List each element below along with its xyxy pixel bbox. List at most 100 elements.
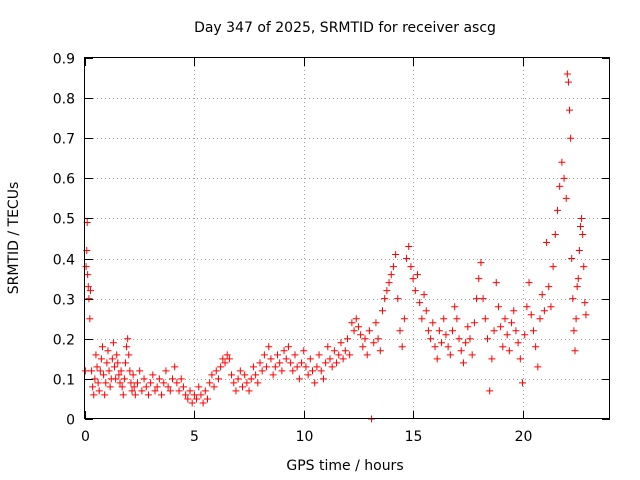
data-point — [155, 375, 163, 383]
data-point — [319, 375, 327, 383]
data-point — [510, 307, 518, 315]
data-point — [295, 375, 303, 383]
data-point — [81, 367, 89, 375]
data-point — [490, 327, 498, 335]
y-tick-label: 0.1 — [53, 373, 75, 389]
data-point — [479, 295, 487, 303]
data-point — [302, 363, 310, 371]
data-point — [234, 375, 242, 383]
data-point — [459, 359, 467, 367]
data-point — [267, 355, 275, 363]
data-point — [106, 383, 114, 391]
data-point — [221, 359, 229, 367]
data-point — [578, 214, 586, 222]
data-point — [573, 283, 581, 291]
y-tick-label: 0.4 — [53, 253, 75, 269]
data-point — [219, 355, 227, 363]
data-point — [396, 327, 404, 335]
y-axis-label: SRMTID / TECUs — [6, 182, 22, 295]
data-point — [501, 315, 509, 323]
data-point — [422, 307, 430, 315]
data-point — [492, 279, 500, 287]
data-point — [160, 379, 168, 387]
data-point — [582, 311, 590, 319]
y-tick-label: 0.8 — [53, 92, 75, 108]
data-point — [581, 299, 589, 307]
data-point — [289, 367, 297, 375]
data-point — [204, 395, 211, 403]
data-point — [313, 363, 321, 371]
data-point — [260, 351, 268, 359]
data-point — [309, 367, 316, 375]
data-point — [239, 383, 246, 391]
data-point — [525, 279, 533, 287]
data-point — [551, 230, 559, 238]
data-point — [97, 355, 105, 363]
data-point — [326, 355, 334, 363]
data-point — [571, 347, 579, 355]
data-point — [311, 379, 319, 387]
data-point — [82, 263, 90, 271]
data-point — [365, 327, 373, 335]
data-point — [140, 375, 148, 383]
data-point — [545, 283, 553, 291]
data-point — [575, 247, 583, 255]
data-point — [315, 351, 323, 359]
data-point — [529, 327, 537, 335]
data-point — [128, 387, 136, 395]
data-point — [383, 287, 391, 295]
data-point — [433, 355, 441, 363]
data-point — [113, 351, 121, 359]
data-point — [210, 383, 218, 391]
data-point — [350, 327, 358, 335]
data-point — [346, 351, 354, 359]
data-point — [86, 315, 94, 323]
data-point — [85, 295, 93, 303]
data-point — [488, 355, 496, 363]
data-point — [182, 391, 190, 399]
data-point — [263, 363, 271, 371]
data-point — [580, 263, 588, 271]
data-point — [560, 174, 568, 182]
data-point — [572, 315, 580, 323]
data-point — [100, 371, 108, 379]
data-point — [111, 363, 119, 371]
y-tick-label: 0.6 — [53, 172, 75, 188]
data-point — [258, 367, 266, 375]
data-point — [363, 351, 371, 359]
data-point — [322, 359, 330, 367]
data-point — [414, 271, 421, 279]
data-point — [359, 343, 367, 351]
data-point — [188, 399, 196, 407]
data-point — [153, 383, 161, 391]
data-point — [339, 355, 347, 363]
data-point — [149, 371, 157, 379]
data-point — [543, 239, 551, 247]
data-point — [455, 335, 463, 343]
y-tick-label: 0 — [66, 413, 75, 429]
data-point — [499, 343, 507, 351]
data-point — [291, 351, 299, 359]
data-point — [563, 70, 571, 78]
data-point — [300, 347, 308, 355]
x-tick-label: 20 — [515, 429, 533, 445]
data-point — [284, 343, 292, 351]
data-point — [123, 343, 131, 351]
data-point — [576, 222, 584, 230]
y-tick-label: 0.5 — [53, 212, 75, 228]
data-point — [120, 375, 128, 383]
data-point — [88, 367, 96, 375]
data-point — [304, 371, 312, 379]
data-point — [466, 335, 474, 343]
data-point — [403, 255, 411, 263]
data-point — [86, 287, 94, 295]
data-point — [470, 319, 478, 327]
data-point — [169, 375, 176, 383]
data-point — [115, 371, 123, 379]
data-point — [166, 387, 174, 395]
data-point — [558, 158, 566, 166]
data-point — [519, 379, 526, 387]
data-point — [344, 335, 351, 343]
data-point — [173, 379, 181, 387]
grid-lines — [85, 58, 610, 419]
